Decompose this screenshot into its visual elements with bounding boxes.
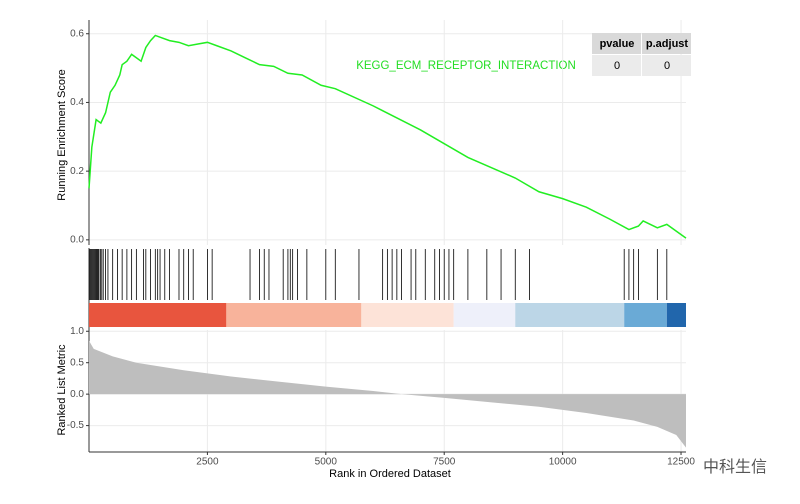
y-tick-label: 0.6 [70,28,84,39]
table-header: p.adjust [646,38,689,50]
rank-band [515,303,625,327]
y-axis-label: Running Enrichment Score [56,69,68,200]
table-cell [592,55,641,76]
table-header-cell [592,33,641,54]
x-tick-label: 5000 [315,457,338,468]
rank-band [624,303,667,327]
x-tick-label: 12500 [667,457,695,468]
metric-area [89,340,686,448]
es-line [88,34,687,239]
annotation: KEGG_ECM_RECEPTOR_INTERACTION [356,60,576,72]
rank-band [666,303,686,327]
watermark: 中科生信 [703,458,767,476]
x-tick-label: 10000 [549,457,577,468]
x-tick-label: 7500 [433,457,456,468]
table-cell [642,55,691,76]
x-tick-label: 2500 [196,457,219,468]
y-tick-label: 0.0 [70,234,84,245]
rank-band [453,303,516,327]
rank-band [361,303,454,327]
table-value: 0 [664,60,670,72]
rank-band [89,303,227,327]
y-tick-label: 0.4 [70,97,84,108]
y-axis-label: Ranked List Metric [56,344,68,436]
y-tick-label: 1.0 [70,326,84,337]
y-tick-label: 0.0 [70,389,84,400]
table-header-cell [642,33,691,54]
table-header: pvalue [600,38,635,50]
y-tick-label: 0.2 [70,166,84,177]
table-value: 0 [614,60,620,72]
x-axis-label: Rank in Ordered Dataset [329,468,451,480]
y-tick-label: 0.5 [70,357,84,368]
rank-band [226,303,362,327]
y-tick-label: -0.5 [67,420,85,431]
